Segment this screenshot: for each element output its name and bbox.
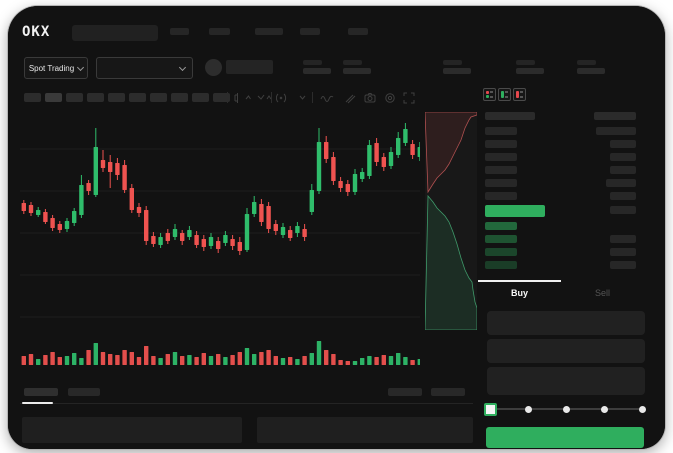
buy-submit-button[interactable] bbox=[486, 427, 644, 448]
market-type-label: Spot Trading bbox=[28, 63, 75, 73]
tab-buy-label: Buy bbox=[510, 288, 528, 298]
chevron-down-icon bbox=[178, 63, 187, 71]
ask-amount-row bbox=[596, 127, 636, 135]
stat-label-placeholder bbox=[577, 60, 596, 65]
stat-label-placeholder bbox=[303, 60, 322, 65]
ask-price-row[interactable] bbox=[485, 127, 517, 135]
okx-logo: OKX bbox=[22, 24, 51, 40]
pair-selector-dropdown[interactable] bbox=[96, 57, 193, 79]
draw-tool-icon[interactable] bbox=[344, 92, 356, 104]
timeframe-button[interactable] bbox=[66, 93, 83, 102]
tab-buy[interactable]: Buy bbox=[478, 280, 561, 302]
ask-amount-row bbox=[606, 179, 636, 187]
book-asks-icon[interactable] bbox=[513, 88, 526, 101]
pair-name-placeholder bbox=[226, 60, 273, 74]
stat-value-placeholder bbox=[577, 68, 605, 74]
slider-stop[interactable] bbox=[524, 405, 532, 413]
nav-item-placeholder[interactable] bbox=[170, 28, 189, 35]
ask-price-row[interactable] bbox=[485, 140, 517, 148]
book-bids-icon[interactable] bbox=[498, 88, 511, 101]
candlestick-chart[interactable] bbox=[20, 112, 420, 365]
timeframe-button[interactable] bbox=[129, 93, 146, 102]
slider-stop[interactable] bbox=[638, 405, 646, 413]
nav-item-placeholder[interactable] bbox=[348, 28, 368, 35]
divider bbox=[20, 403, 473, 404]
nav-item-placeholder[interactable] bbox=[255, 28, 283, 35]
timeframe-button[interactable] bbox=[24, 93, 41, 102]
ask-price-row[interactable] bbox=[485, 179, 517, 187]
screenshot-camera-icon[interactable] bbox=[364, 92, 376, 104]
bid-price-row[interactable] bbox=[485, 248, 517, 256]
divider bbox=[271, 92, 272, 103]
trade-tabs: Buy Sell bbox=[478, 280, 644, 302]
bid-price-row[interactable] bbox=[485, 222, 517, 230]
orderbook-header-amount bbox=[594, 112, 636, 120]
timeframe-button[interactable] bbox=[150, 93, 167, 102]
divider bbox=[312, 92, 313, 103]
slider-handle[interactable] bbox=[483, 402, 497, 416]
market-type-dropdown[interactable]: Spot Trading bbox=[24, 57, 88, 79]
stat-value-placeholder bbox=[303, 68, 331, 74]
timeframe-button[interactable] bbox=[87, 93, 104, 102]
bottom-action-placeholder[interactable] bbox=[388, 388, 422, 396]
book-both-icon[interactable] bbox=[483, 88, 496, 101]
timeframe-button[interactable] bbox=[45, 93, 62, 102]
stat-label-placeholder bbox=[516, 60, 535, 65]
ask-price-row[interactable] bbox=[485, 153, 517, 161]
tab-sell[interactable]: Sell bbox=[561, 280, 644, 302]
token-avatar bbox=[205, 59, 222, 76]
nav-item-placeholder[interactable] bbox=[300, 28, 320, 35]
bid-price-row[interactable] bbox=[485, 235, 517, 243]
tab-sell-label: Sell bbox=[594, 288, 610, 298]
timeframe-button[interactable] bbox=[192, 93, 209, 102]
ask-amount-row bbox=[610, 166, 636, 174]
bottom-action-placeholder[interactable] bbox=[431, 388, 465, 396]
overlay-type-dropdown[interactable] bbox=[256, 92, 272, 104]
timeframe-button[interactable] bbox=[108, 93, 125, 102]
bid-amount-row bbox=[610, 235, 636, 243]
open-orders-panel bbox=[22, 417, 242, 443]
bid-price-row[interactable] bbox=[485, 261, 517, 269]
bottom-tab-active[interactable] bbox=[24, 388, 58, 396]
amount-input[interactable] bbox=[487, 339, 645, 363]
timeframe-button[interactable] bbox=[213, 93, 230, 102]
chevron-down-icon bbox=[77, 63, 85, 71]
price-input[interactable] bbox=[487, 311, 645, 335]
nav-item-placeholder[interactable] bbox=[209, 28, 230, 35]
ask-price-row[interactable] bbox=[485, 192, 517, 200]
bottom-tab[interactable] bbox=[68, 388, 100, 396]
ask-amount-row bbox=[610, 153, 636, 161]
orderbook-header-price bbox=[485, 112, 535, 120]
app-content: OKX Spot Trading bbox=[8, 6, 665, 449]
ask-amount-row bbox=[610, 192, 636, 200]
ask-amount-row bbox=[610, 140, 636, 148]
app-window: OKX Spot Trading bbox=[8, 6, 665, 449]
stat-value-placeholder bbox=[516, 68, 544, 74]
stat-label-placeholder bbox=[343, 60, 362, 65]
bid-amount-row bbox=[610, 261, 636, 269]
wave-tool-icon[interactable] bbox=[320, 93, 334, 103]
slider-stop[interactable] bbox=[600, 405, 608, 413]
active-tab-indicator bbox=[478, 280, 561, 282]
stat-label-placeholder bbox=[443, 60, 462, 65]
bid-amount-row bbox=[610, 248, 636, 256]
settings-icon[interactable] bbox=[384, 92, 396, 104]
depth-chart[interactable] bbox=[425, 112, 477, 330]
fullscreen-icon[interactable] bbox=[403, 92, 415, 104]
ask-price-row[interactable] bbox=[485, 166, 517, 174]
last-price-indicator[interactable] bbox=[485, 205, 545, 217]
active-tab-underline bbox=[22, 402, 53, 404]
timeframe-button[interactable] bbox=[171, 93, 188, 102]
indicators-dropdown[interactable] bbox=[276, 92, 306, 104]
stat-value-placeholder bbox=[443, 68, 471, 74]
search-input[interactable] bbox=[72, 25, 158, 41]
order-history-panel bbox=[257, 417, 473, 443]
stat-value-placeholder bbox=[343, 68, 371, 74]
total-input[interactable] bbox=[487, 367, 645, 395]
candle-type-dropdown[interactable] bbox=[233, 92, 253, 104]
slider-stop[interactable] bbox=[562, 405, 570, 413]
last-price-amount bbox=[610, 206, 636, 214]
